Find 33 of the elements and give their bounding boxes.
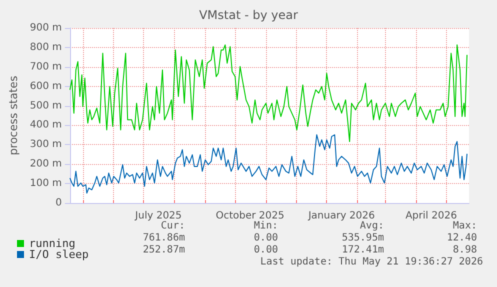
text: Cur: [160, 220, 185, 232]
text: 535.95m [342, 232, 384, 244]
text: 0.00 [254, 232, 278, 244]
text: Max: [452, 220, 477, 232]
y-tick-label: 600 m [30, 80, 62, 92]
chart-title: VMstat - by year [199, 8, 298, 22]
y-tick-label: 800 m [30, 42, 62, 53]
y-tick-label: 0 [56, 198, 62, 208]
x-tick-label: July 2025 [134, 210, 182, 222]
y-tick-label: 400 m [30, 120, 62, 131]
text: 8.98 [452, 244, 477, 256]
y-tick-label: 500 m [30, 100, 62, 112]
text: 12.40 [446, 232, 477, 244]
text: Min: [254, 220, 278, 232]
y-tick-label: 700 m [30, 61, 62, 72]
legend-label: I/O sleep [29, 248, 89, 261]
x-tick-label: April 2026 [405, 210, 457, 222]
text: 172.41m [342, 244, 384, 256]
x-tick-label: January 2026 [307, 210, 375, 222]
y-tick-label: 100 m [30, 178, 62, 190]
x-tick-label: October 2025 [216, 210, 284, 222]
text: Last update: Thu May 21 19:36:27 2026 [260, 256, 483, 268]
line-series [69, 44, 468, 142]
text: 252.87m [142, 244, 185, 256]
y-tick-label: 900 m [30, 22, 62, 34]
text: Avg: [360, 220, 384, 232]
legend-label: running [29, 237, 76, 250]
y-tick-label: 300 m [30, 139, 62, 150]
text: 761.86m [142, 232, 185, 244]
y-axis-title: process states [7, 76, 20, 156]
text: 0.00 [254, 244, 278, 256]
line-series [69, 134, 468, 194]
y-tick-label: 200 m [30, 158, 62, 170]
